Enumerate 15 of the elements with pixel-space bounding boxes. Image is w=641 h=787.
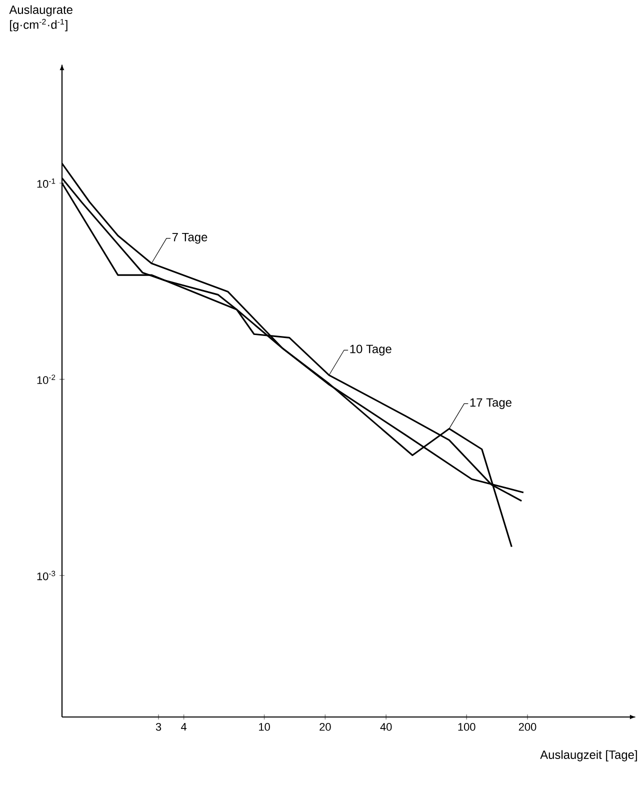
x-axis-title: Auslaugzeit [Tage] xyxy=(540,750,637,762)
x-tick-label: 100 xyxy=(458,723,476,731)
x-tick-label: 40 xyxy=(380,723,392,731)
text: 10 Tage xyxy=(350,344,392,356)
x-tick-label: 20 xyxy=(320,723,331,731)
y-tick-label: 10$^{-2}$ xyxy=(37,374,56,384)
x-tick-label: 4 xyxy=(181,723,187,731)
x-tick-label: 10 xyxy=(259,723,270,731)
x-tick-label: 200 xyxy=(518,723,536,731)
text: 17 Tage xyxy=(470,398,512,410)
y-tick-label: 10$^{-1}$ xyxy=(37,178,56,188)
text: 7 Tage xyxy=(172,233,208,244)
y-axis-title: Auslaugrate [g·cm$^{-2}$·d$^{-1}$] xyxy=(9,5,72,32)
y-tick-label: 10$^{-3}$ xyxy=(37,570,56,580)
x-tick-label: 3 xyxy=(156,723,162,731)
